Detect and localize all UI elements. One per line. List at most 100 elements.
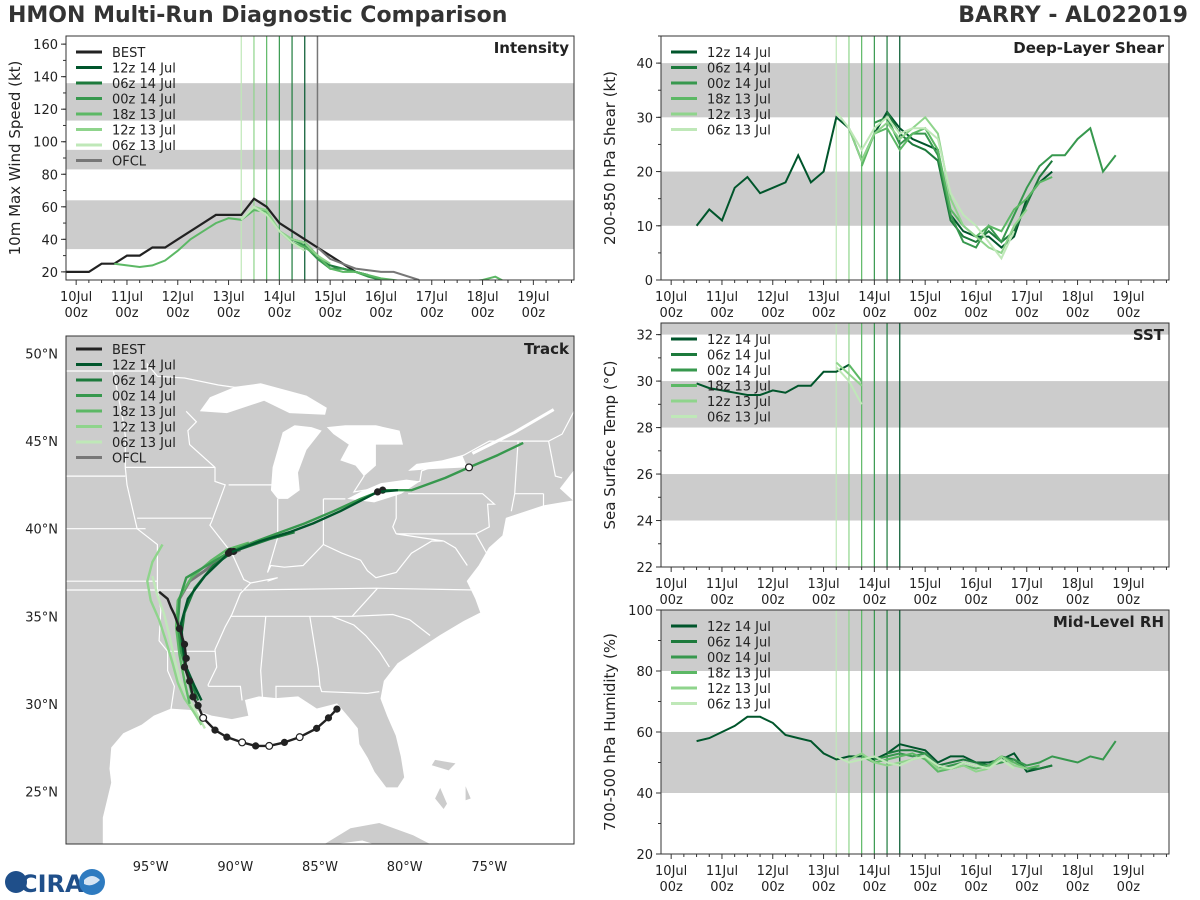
y-tick-label: 140 (33, 71, 58, 86)
legend-label: 00z 14 Jul (707, 364, 771, 379)
x-tick-sublabel: 00z (812, 593, 836, 608)
y-tick-label: 30 (636, 375, 653, 390)
x-tick-sublabel: 00z (217, 306, 241, 321)
x-tick-label: 13Jul (212, 290, 244, 305)
lake-michigan (270, 425, 322, 499)
lat-tick-label: 45°N (25, 435, 58, 450)
threshold-band (661, 323, 1169, 335)
x-tick-sublabel: 00z (1117, 880, 1141, 895)
x-tick-sublabel: 00z (1066, 306, 1090, 321)
y-axis-label: 200-850 hPa Shear (kt) (601, 71, 619, 245)
boundary-line (475, 533, 489, 556)
x-tick-sublabel: 00z (471, 306, 495, 321)
track-dot-12z (295, 733, 304, 742)
boundary-line (319, 686, 380, 695)
x-tick-sublabel: 00z (522, 306, 546, 321)
series-line-06z-13-jul (835, 755, 1015, 770)
map-frame (65, 335, 575, 845)
boundary-line (352, 410, 574, 493)
panel-title: Track (524, 340, 570, 358)
x-tick-sublabel: 00z (761, 593, 785, 608)
x-tick-sublabel: 00z (420, 306, 444, 321)
x-tick-sublabel: 00z (1015, 306, 1039, 321)
x-tick-label: 14Jul (858, 577, 890, 592)
y-axis-label: Sea Surface Temp (°C) (601, 360, 619, 529)
x-tick-label: 13Jul (807, 290, 839, 305)
x-tick-label: 12Jul (162, 290, 194, 305)
y-tick-label: 10 (636, 220, 653, 235)
x-tick-label: 19Jul (1112, 577, 1144, 592)
x-tick-sublabel: 00z (913, 593, 937, 608)
x-tick-sublabel: 00z (761, 306, 785, 321)
x-tick-sublabel: 00z (166, 306, 190, 321)
series-line-ofcl (316, 246, 420, 280)
y-axis-label: 700-500 hPa Humidity (%) (601, 633, 619, 831)
x-tick-sublabel: 00z (913, 306, 937, 321)
rh-panel: 2040608010010Jul00z11Jul00z12Jul00z13Jul… (601, 604, 1170, 895)
lake-huron (326, 425, 403, 477)
x-tick-label: 10Jul (655, 290, 687, 305)
x-tick-label: 14Jul (858, 290, 890, 305)
series-line-12z-14-jul (696, 363, 850, 396)
lat-tick-label: 30°N (25, 698, 58, 713)
sst-panel: 22242628303210Jul00z11Jul00z12Jul00z13Ju… (601, 322, 1170, 608)
track-line-best (158, 590, 338, 748)
legend-label: 12z 14 Jul (112, 359, 176, 374)
x-tick-sublabel: 00z (863, 593, 887, 608)
x-tick-label: 17Jul (1011, 290, 1043, 305)
lat-tick-label: 25°N (25, 785, 58, 800)
x-tick-sublabel: 00z (659, 593, 683, 608)
legend-label: 12z 14 Jul (112, 62, 176, 77)
legend-label: 06z 13 Jul (112, 436, 176, 451)
series-line-18z-13-jul (114, 209, 504, 280)
threshold-band (661, 63, 1169, 118)
legend-label: 06z 14 Jul (707, 636, 771, 651)
boundary-line (112, 370, 176, 710)
legend-label: 18z 13 Jul (707, 667, 771, 682)
track-dot-00z (252, 742, 260, 750)
x-tick-sublabel: 00z (659, 880, 683, 895)
lon-tick-label: 75°W (471, 860, 507, 875)
x-tick-sublabel: 00z (964, 593, 988, 608)
series-line-06z-14-jul (886, 111, 1053, 244)
x-tick-label: 19Jul (1112, 864, 1144, 879)
track-line-06z-13-jul (151, 575, 206, 729)
series-group (695, 110, 1117, 261)
track-dot-00z (280, 738, 289, 747)
x-tick-sublabel: 00z (659, 306, 683, 321)
track-dot-00z (175, 624, 184, 633)
legend-label: BEST (112, 343, 145, 358)
legend-label: 00z 14 Jul (707, 77, 771, 92)
x-tick-sublabel: 00z (1015, 880, 1039, 895)
threshold-band (66, 200, 574, 250)
x-tick-label: 11Jul (706, 864, 738, 879)
lon-tick-label: 80°W (387, 860, 423, 875)
lon-tick-label: 95°W (133, 860, 169, 875)
y-tick-label: 60 (636, 726, 653, 741)
legend-label: 12z 13 Jul (112, 421, 176, 436)
x-tick-sublabel: 00z (812, 880, 836, 895)
boundary-line (331, 615, 390, 668)
series-line-12z-13-jul (253, 205, 331, 265)
lake-superior (199, 383, 327, 415)
threshold-band (661, 381, 1169, 428)
y-tick-label: 160 (33, 38, 58, 53)
y-tick-label: 30 (636, 111, 653, 126)
boundary-line (392, 493, 397, 535)
x-tick-label: 10Jul (655, 577, 687, 592)
boundary-line (243, 587, 476, 591)
x-tick-label: 11Jul (111, 290, 143, 305)
figure-title: HMON Multi-Run Diagnostic Comparison (8, 3, 508, 28)
legend-label: OFCL (112, 155, 147, 170)
y-tick-label: 60 (41, 201, 58, 216)
lat-tick-label: 40°N (25, 523, 58, 538)
boundary-line (396, 493, 496, 535)
boundary-line (250, 577, 278, 584)
legend-label: 06z 14 Jul (707, 349, 771, 364)
boundary-line (260, 616, 267, 697)
threshold-band (661, 474, 1169, 521)
